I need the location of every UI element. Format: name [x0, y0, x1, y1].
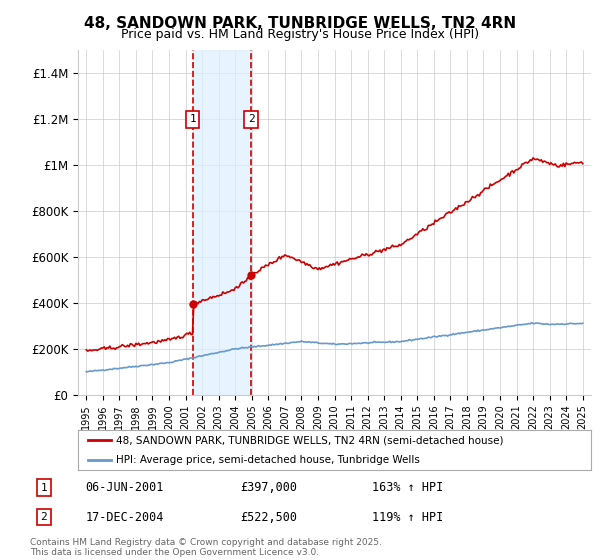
Text: Contains HM Land Registry data © Crown copyright and database right 2025.
This d: Contains HM Land Registry data © Crown c…	[30, 538, 382, 557]
Text: 1: 1	[40, 483, 47, 493]
Text: 163% ↑ HPI: 163% ↑ HPI	[372, 481, 443, 494]
Text: 2: 2	[248, 114, 254, 124]
Text: Price paid vs. HM Land Registry's House Price Index (HPI): Price paid vs. HM Land Registry's House …	[121, 28, 479, 41]
Text: £522,500: £522,500	[240, 511, 297, 524]
Bar	[193, 50, 251, 395]
Text: HPI: Average price, semi-detached house, Tunbridge Wells: HPI: Average price, semi-detached house,…	[116, 455, 421, 465]
Text: 1: 1	[190, 114, 196, 124]
Text: 119% ↑ HPI: 119% ↑ HPI	[372, 511, 443, 524]
Text: 48, SANDOWN PARK, TUNBRIDGE WELLS, TN2 4RN (semi-detached house): 48, SANDOWN PARK, TUNBRIDGE WELLS, TN2 4…	[116, 435, 504, 445]
Text: 06-JUN-2001: 06-JUN-2001	[85, 481, 164, 494]
Text: £397,000: £397,000	[240, 481, 297, 494]
Text: 48, SANDOWN PARK, TUNBRIDGE WELLS, TN2 4RN: 48, SANDOWN PARK, TUNBRIDGE WELLS, TN2 4…	[84, 16, 516, 31]
Text: 17-DEC-2004: 17-DEC-2004	[85, 511, 164, 524]
Text: 2: 2	[40, 512, 47, 522]
